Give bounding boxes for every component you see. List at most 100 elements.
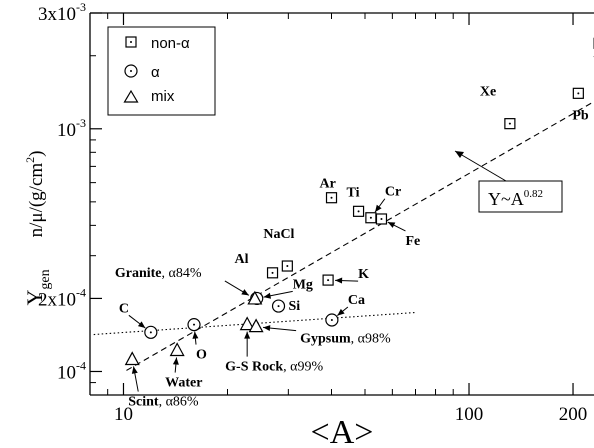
y-axis-label: Ygen n/μ/(g/cm2)	[22, 151, 53, 306]
legend-label-non-alpha: non-α	[151, 35, 190, 52]
point-scint	[124, 351, 140, 366]
label-si-name: Si	[289, 299, 301, 314]
fit-label-arrow	[454, 150, 507, 182]
label-k-arrowhead	[335, 277, 343, 284]
label-ca: Ca	[348, 293, 365, 308]
y-tick-exponent: -3	[76, 116, 86, 130]
fit-label-sup: 0.82	[524, 188, 543, 200]
y-axis-label-main: Y	[22, 290, 47, 306]
y-axis-label-unit: n/μ/(g/cm	[26, 163, 47, 238]
fit-lines	[93, 100, 594, 371]
fit-label-main: Y~A	[488, 189, 524, 209]
label-scint: Scint, α86%	[128, 395, 199, 410]
label-mg: Mg	[293, 277, 313, 292]
legend-item-alpha: α	[124, 64, 160, 81]
x-tick-label: 200	[559, 404, 588, 425]
legend-label-alpha: α	[151, 64, 160, 81]
label-water-name: Water	[165, 376, 202, 391]
label-mg-name: Mg	[293, 277, 313, 292]
label-o-arrowhead	[192, 331, 199, 339]
label-g-s-rock: G-S Rock, α99%	[225, 360, 323, 375]
point-pb-dot	[577, 92, 580, 95]
label-granite: Granite, α84%	[115, 266, 202, 281]
y-tick-label: 10-3	[57, 116, 86, 141]
data-points	[124, 37, 594, 366]
legend: non-α α mix	[107, 26, 216, 116]
label-granite-name: Granite	[115, 266, 162, 281]
y-tick-exponent: -3	[76, 0, 86, 14]
point-fe-dot	[380, 217, 383, 220]
y-tick-exponent: -4	[76, 285, 86, 299]
point-ca-dot	[330, 318, 333, 321]
label-al: Al	[235, 252, 249, 267]
label-gypsum-alpha-fraction: , α98%	[351, 332, 391, 347]
label-fe-name: Fe	[405, 234, 420, 249]
point-cr-dot	[369, 216, 372, 219]
y-axis-label-unit-sup: 2	[23, 157, 37, 163]
point-c-dot	[149, 331, 152, 334]
label-ti-name: Ti	[347, 185, 360, 200]
legend-item-mix: mix	[123, 88, 175, 105]
y-tick-mantissa: 10	[57, 120, 76, 141]
legend-circle-dot	[130, 70, 132, 72]
y-tick-mantissa: 2x10	[38, 289, 76, 310]
legend-square-dot	[130, 41, 132, 43]
label-fe: Fe	[405, 234, 420, 249]
y-axis-label-sub: gen	[38, 269, 53, 289]
label-ar: Ar	[320, 177, 336, 192]
point-water	[169, 342, 185, 357]
label-k: K	[358, 267, 369, 282]
label-mg-arrowhead	[263, 292, 272, 299]
point-ar-dot	[330, 196, 333, 199]
label-scint-alpha-fraction: , α86%	[159, 395, 199, 410]
label-ca-name: Ca	[348, 293, 365, 308]
label-c-name: C	[119, 301, 129, 316]
label-gypsum-arrowhead	[263, 325, 271, 332]
y-tick-label: 2x10-4	[38, 285, 86, 310]
fit-label: Y~A0.82	[454, 150, 563, 213]
legend-triangle-marker	[123, 89, 139, 103]
label-g-s-rock-arrowhead	[244, 331, 251, 339]
svg-text:Ygenn/μ/(g/cm2): Ygen n/μ/(g/cm2)	[22, 151, 53, 306]
label-granite-alpha-fraction: , α84%	[162, 266, 202, 281]
label-fe-arrowhead	[387, 222, 396, 228]
label-o: O	[196, 348, 207, 363]
point-k-dot	[327, 279, 330, 282]
y-axis-label-unit-end: )	[26, 151, 47, 157]
point-xe-dot	[508, 122, 511, 125]
y-tick-label: 3x10-3	[38, 0, 86, 25]
label-g-s-rock-alpha-fraction: , α99%	[283, 360, 323, 375]
x-tick-label: 100	[455, 404, 484, 425]
label-g-s-rock-name: G-S Rock	[225, 360, 283, 375]
power-law-fit-line	[126, 100, 594, 371]
label-xe-name: Xe	[480, 85, 496, 100]
label-cr-arrowhead	[375, 204, 382, 213]
label-water-arrowhead	[172, 357, 179, 365]
label-o-name: O	[196, 348, 207, 363]
label-ar-name: Ar	[320, 177, 336, 192]
point-si-dot	[277, 305, 280, 308]
label-water: Water	[165, 376, 202, 391]
fit-label-box	[478, 180, 563, 213]
fit-label-text: Y~A0.82	[488, 188, 543, 209]
label-pb-name: Pb	[572, 108, 589, 123]
label-gypsum: Gypsum, α98%	[300, 332, 391, 347]
label-scint-name: Scint	[128, 395, 159, 410]
y-tick-label: 10-4	[57, 358, 86, 383]
point-g-s-rock	[239, 316, 255, 331]
label-cr-name: Cr	[385, 185, 401, 200]
label-c: C	[119, 301, 129, 316]
x-axis-label: <A>	[311, 414, 374, 448]
point-ti-dot	[357, 210, 360, 213]
label-al-name: Al	[235, 252, 249, 267]
fit-label-arrowhead	[455, 151, 464, 158]
y-tick-mantissa: 3x10	[38, 4, 76, 25]
label-nacl-name: NaCl	[263, 227, 294, 242]
point-granite	[247, 290, 263, 305]
label-gypsum-name: Gypsum	[300, 332, 351, 347]
y-tick-exponent: -4	[76, 358, 86, 372]
x-tick-label: 10	[114, 404, 133, 425]
label-cr: Cr	[385, 185, 401, 200]
